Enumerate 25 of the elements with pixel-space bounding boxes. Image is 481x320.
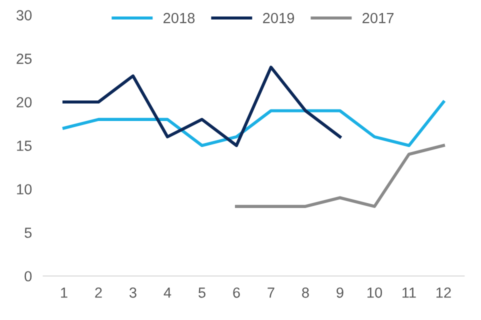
x-tick-label: 8 (302, 287, 309, 298)
y-tick-label: 5 (24, 228, 32, 238)
y-tick-label: 25 (16, 54, 32, 64)
x-tick-label: 4 (164, 288, 172, 298)
y-tick-label: 0 (24, 271, 32, 282)
x-tick-label: 7 (268, 288, 274, 298)
y-tick-label: 10 (17, 184, 32, 194)
legend-label: 2017 (362, 12, 394, 24)
legend-label: 2019 (263, 12, 294, 24)
x-tick-label: 6 (233, 287, 240, 298)
x-tick-label: 3 (129, 287, 136, 298)
line-series (234, 144, 445, 208)
x-tick-label: 9 (336, 287, 344, 298)
x-tick-label: 2 (95, 287, 102, 298)
line-series (62, 66, 342, 148)
x-tick-label: 1 (61, 288, 68, 298)
line-series (62, 100, 445, 148)
y-tick-label: 15 (17, 140, 32, 151)
x-tick-label: 5 (198, 288, 206, 298)
y-tick-label: 20 (16, 97, 32, 108)
y-tick-label: 30 (16, 10, 32, 20)
x-tick-label: 10 (367, 287, 382, 298)
x-tick-label: 11 (402, 288, 416, 298)
legend-label: 2018 (164, 12, 195, 24)
x-tick-label: 12 (436, 287, 451, 298)
